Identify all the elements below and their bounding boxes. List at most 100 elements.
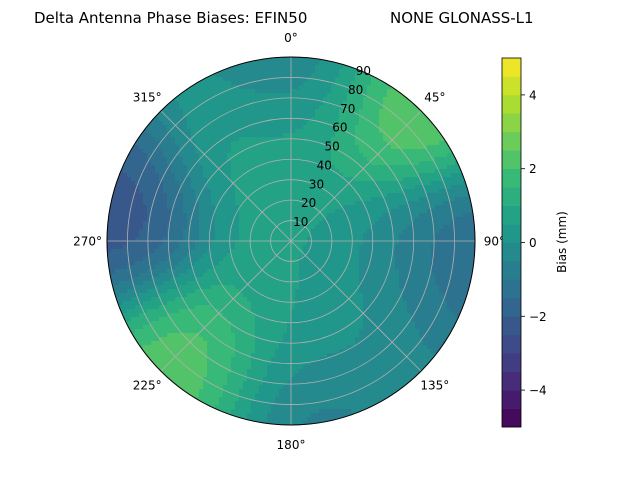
contour-cell: [203, 277, 208, 282]
contour-cell: [127, 237, 132, 242]
contour-cell: [423, 169, 428, 174]
contour-cell: [259, 181, 264, 186]
contour-cell: [435, 149, 440, 154]
contour-cell: [223, 85, 228, 90]
contour-cell: [231, 165, 236, 170]
contour-cell: [419, 141, 424, 146]
contour-cell: [403, 297, 408, 302]
contour-cell: [359, 81, 364, 86]
contour-cell: [139, 205, 144, 210]
contour-cell: [131, 301, 136, 306]
contour-cell: [359, 229, 364, 234]
contour-cell: [311, 169, 316, 174]
contour-cell: [143, 205, 148, 210]
contour-cell: [347, 233, 352, 238]
contour-cell: [427, 125, 432, 130]
contour-cell: [295, 145, 300, 150]
contour-cell: [259, 253, 264, 258]
contour-cell: [271, 245, 276, 250]
contour-cell: [183, 189, 188, 194]
contour-cell: [447, 169, 452, 174]
contour-cell: [291, 301, 296, 306]
contour-cell: [399, 197, 404, 202]
contour-cell: [179, 257, 184, 262]
contour-cell: [391, 201, 396, 206]
contour-cell: [367, 129, 372, 134]
contour-cell: [211, 193, 216, 198]
contour-cell: [207, 193, 212, 198]
contour-cell: [247, 109, 252, 114]
contour-cell: [263, 229, 268, 234]
contour-cell: [275, 205, 280, 210]
contour-cell: [395, 249, 400, 254]
contour-cell: [131, 173, 136, 178]
contour-cell: [159, 233, 164, 238]
contour-cell: [263, 157, 268, 162]
contour-cell: [375, 145, 380, 150]
contour-cell: [219, 273, 224, 278]
contour-cell: [251, 89, 256, 94]
contour-cell: [455, 305, 460, 310]
contour-cell: [391, 301, 396, 306]
contour-cell: [435, 305, 440, 310]
contour-cell: [423, 281, 428, 286]
contour-cell: [255, 77, 260, 82]
contour-cell: [283, 281, 288, 286]
contour-cell: [467, 197, 472, 202]
contour-cell: [235, 97, 240, 102]
contour-cell: [151, 229, 156, 234]
contour-cell: [283, 253, 288, 258]
contour-cell: [307, 81, 312, 86]
contour-cell: [187, 89, 192, 94]
contour-cell: [271, 149, 276, 154]
contour-cell: [315, 205, 320, 210]
contour-cell: [183, 113, 188, 118]
contour-cell: [315, 113, 320, 118]
contour-cell: [263, 241, 268, 246]
contour-cell: [387, 205, 392, 210]
contour-cell: [207, 149, 212, 154]
contour-cell: [275, 289, 280, 294]
contour-cell: [107, 257, 112, 262]
contour-cell: [459, 249, 464, 254]
contour-cell: [207, 93, 212, 98]
contour-cell: [463, 277, 468, 282]
contour-cell: [431, 269, 436, 274]
contour-cell: [119, 253, 124, 258]
contour-cell: [207, 205, 212, 210]
contour-cell: [291, 261, 296, 266]
contour-cell: [187, 93, 192, 98]
contour-cell: [167, 185, 172, 190]
contour-cell: [423, 249, 428, 254]
contour-cell: [351, 117, 356, 122]
contour-cell: [195, 121, 200, 126]
contour-cell: [283, 129, 288, 134]
contour-cell: [399, 161, 404, 166]
contour-cell: [255, 297, 260, 302]
contour-cell: [431, 261, 436, 266]
contour-cell: [131, 153, 136, 158]
contour-cell: [331, 213, 336, 218]
contour-cell: [291, 105, 296, 110]
contour-cell: [347, 129, 352, 134]
contour-cell: [131, 245, 136, 250]
contour-cell: [191, 213, 196, 218]
contour-cell: [147, 141, 152, 146]
contour-cell: [299, 57, 304, 62]
contour-cell: [299, 97, 304, 102]
contour-cell: [139, 281, 144, 286]
contour-cell: [179, 149, 184, 154]
contour-cell: [203, 213, 208, 218]
contour-cell: [207, 293, 212, 298]
contour-cell: [375, 165, 380, 170]
contour-cell: [167, 305, 172, 310]
contour-cell: [295, 173, 300, 178]
contour-cell: [199, 197, 204, 202]
contour-cell: [395, 109, 400, 114]
contour-cell: [271, 297, 276, 302]
contour-cell: [415, 229, 420, 234]
contour-cell: [283, 201, 288, 206]
contour-cell: [471, 285, 475, 290]
contour-cell: [275, 301, 280, 306]
contour-cell: [227, 257, 232, 262]
